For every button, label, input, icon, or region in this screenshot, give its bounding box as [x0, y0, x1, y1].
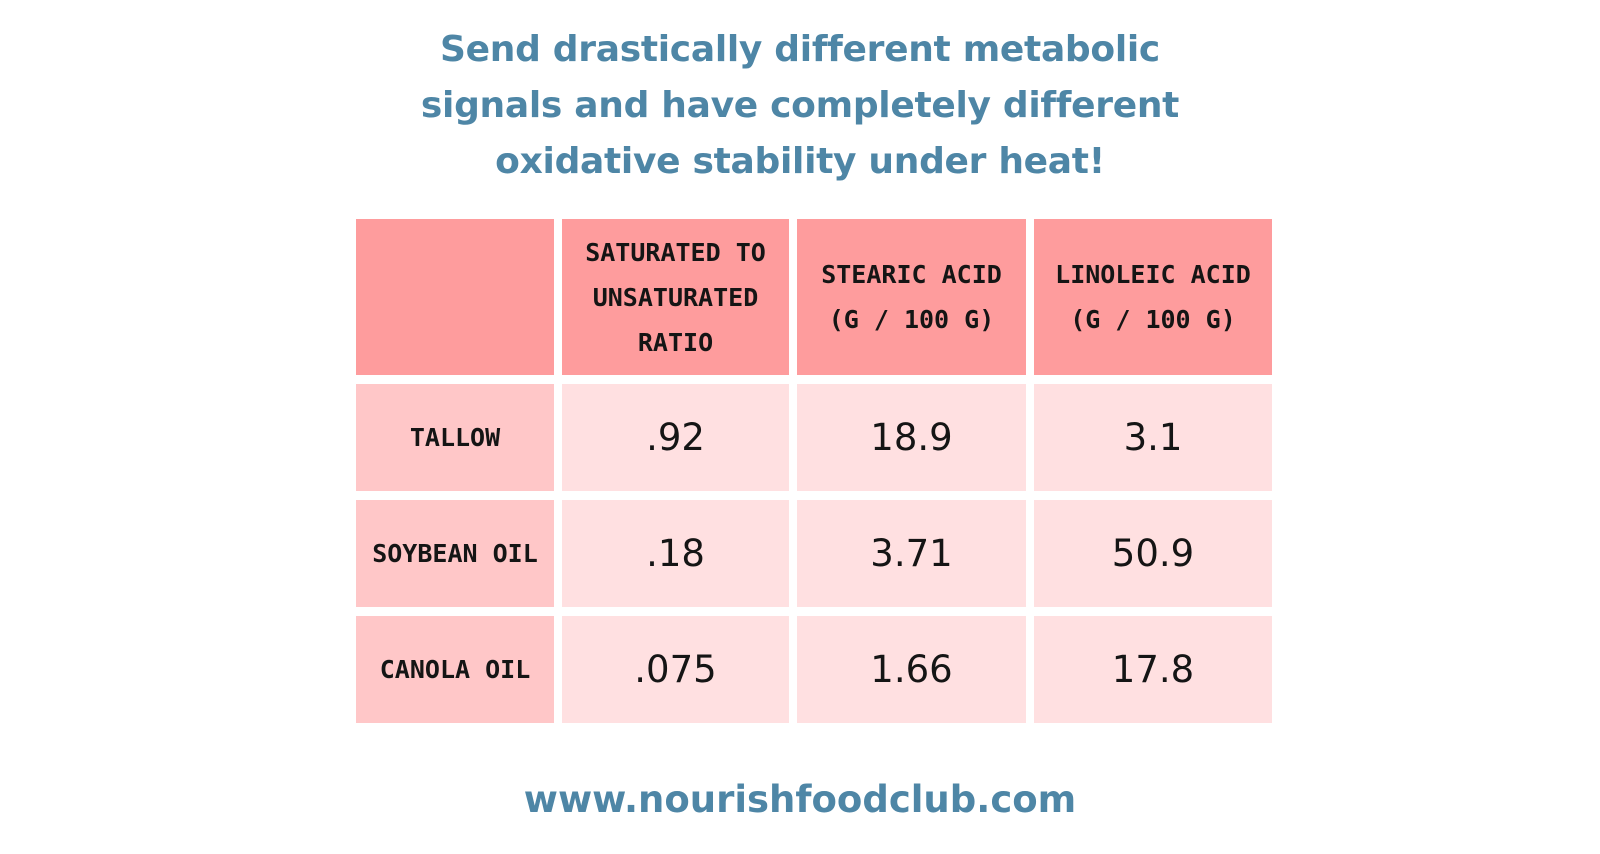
row-label-canola-oil: CANOLA OIL	[356, 616, 554, 723]
value-cell: .18	[562, 500, 789, 607]
column-header-linoleic-acid: LINOLEIC ACID (G / 100 G)	[1034, 219, 1272, 375]
headline-line: signals and have completely different	[420, 85, 1180, 126]
corner-header-cell	[356, 219, 554, 375]
value-cell: 3.71	[797, 500, 1026, 607]
value-cell: 3.1	[1034, 384, 1272, 491]
value-cell: .075	[562, 616, 789, 723]
value-cell: 50.9	[1034, 500, 1272, 607]
value-cell: 1.66	[797, 616, 1026, 723]
column-header-stearic-acid: STEARIC ACID (G / 100 G)	[797, 219, 1026, 375]
row-label-soybean-oil: SOYBEAN OIL	[356, 500, 554, 607]
value-cell: .92	[562, 384, 789, 491]
column-header-ratio: SATURATED TO UNSATURATED RATIO	[562, 219, 789, 375]
comparison-table: SATURATED TO UNSATURATED RATIO STEARIC A…	[356, 219, 1272, 723]
row-label-tallow: TALLOW	[356, 384, 554, 491]
headline-line: oxidative stability under heat!	[495, 141, 1105, 182]
footer-url: www.nourishfoodclub.com	[523, 778, 1077, 821]
value-cell: 17.8	[1034, 616, 1272, 723]
headline-line: Send drastically different metabolic	[440, 29, 1160, 70]
headline: Send drastically different metabolic sig…	[0, 22, 1600, 190]
value-cell: 18.9	[797, 384, 1026, 491]
